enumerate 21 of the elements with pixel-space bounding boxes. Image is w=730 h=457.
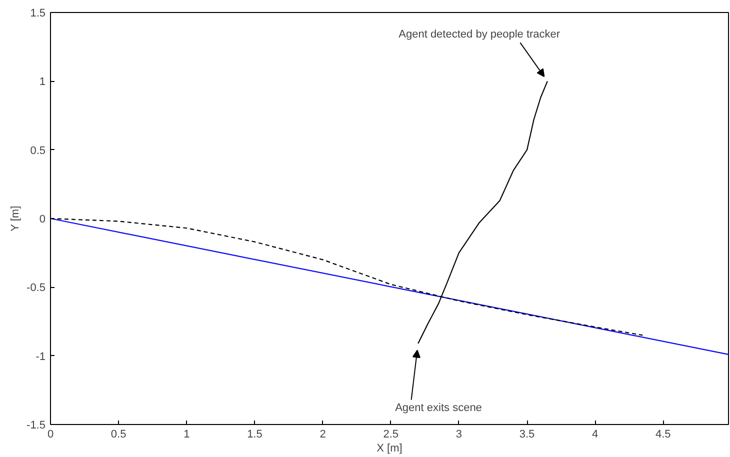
- annotation: Agent exits scene: [395, 402, 482, 414]
- x-tick-label: 3.5: [519, 428, 535, 440]
- y-axis-title: Y [m]: [10, 206, 22, 232]
- x-tick-label: 1: [184, 428, 190, 440]
- x-tick-label: 4.5: [656, 428, 671, 440]
- x-tick-label: 2.5: [383, 428, 399, 440]
- x-tick-label: 4: [592, 428, 598, 440]
- x-tick-label: 1.5: [247, 428, 262, 440]
- y-tick-label: 1.5: [30, 8, 46, 20]
- x-tick-label: 2: [320, 428, 326, 440]
- y-tick-label: -0.5: [26, 282, 46, 294]
- y-tick-label: 0.5: [30, 144, 46, 157]
- y-tick-label: 1: [39, 76, 46, 88]
- x-tick-label: 0.5: [110, 428, 126, 440]
- x-axis-title: X [m]: [376, 442, 402, 454]
- y-tick-label: -1: [36, 350, 46, 363]
- annotation: Agent detected by people tracker: [398, 28, 560, 40]
- x-tick-label: 0: [47, 428, 54, 440]
- y-tick-label: 0: [39, 214, 46, 226]
- x-tick-label: 3: [456, 428, 462, 440]
- y-tick-label: -1.5: [26, 420, 46, 432]
